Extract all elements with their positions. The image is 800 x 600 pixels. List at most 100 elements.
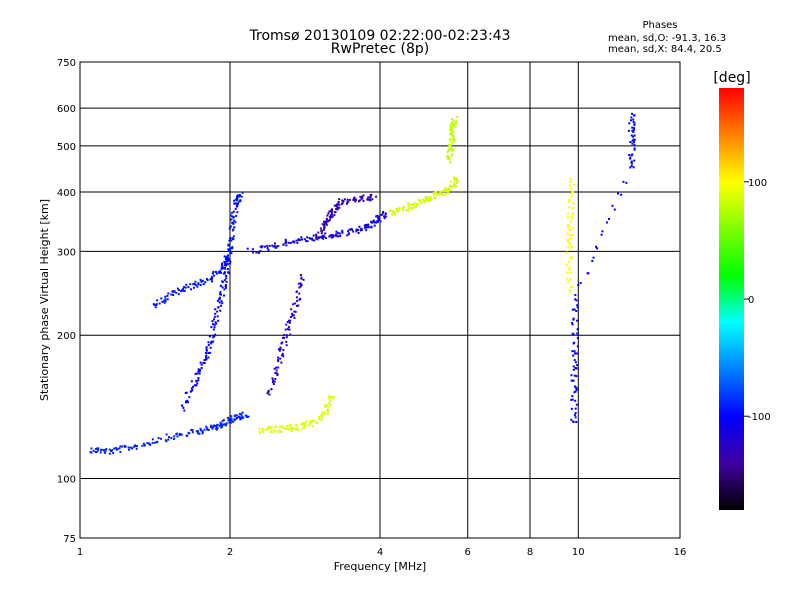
data-point bbox=[280, 354, 283, 357]
data-point bbox=[238, 195, 241, 198]
data-point bbox=[378, 218, 381, 221]
data-point bbox=[200, 429, 203, 432]
data-point bbox=[341, 229, 344, 232]
data-point bbox=[228, 239, 231, 242]
data-point bbox=[571, 190, 574, 193]
data-point bbox=[212, 424, 215, 427]
data-point bbox=[135, 447, 138, 450]
data-point bbox=[339, 234, 342, 237]
data-point bbox=[211, 427, 214, 430]
data-point bbox=[112, 451, 115, 454]
data-point bbox=[268, 393, 271, 396]
data-point bbox=[224, 256, 227, 259]
data-point bbox=[259, 245, 262, 248]
data-point bbox=[131, 447, 134, 450]
data-point bbox=[95, 451, 98, 454]
data-point bbox=[630, 160, 633, 163]
data-point bbox=[165, 440, 168, 443]
data-point bbox=[358, 200, 361, 203]
data-point bbox=[294, 310, 297, 313]
data-point bbox=[207, 356, 210, 359]
data-point bbox=[574, 361, 577, 364]
data-point bbox=[240, 413, 243, 416]
data-point bbox=[574, 294, 577, 297]
data-point bbox=[261, 427, 264, 430]
data-point bbox=[595, 245, 598, 248]
data-point bbox=[218, 298, 221, 301]
data-point bbox=[205, 351, 208, 354]
data-point bbox=[568, 184, 571, 187]
data-point bbox=[570, 418, 573, 421]
data-point bbox=[269, 426, 272, 429]
data-point bbox=[285, 340, 288, 343]
data-point bbox=[413, 206, 416, 209]
data-point bbox=[299, 298, 302, 301]
data-point bbox=[347, 230, 350, 233]
data-point bbox=[328, 396, 331, 399]
data-point bbox=[284, 427, 287, 430]
data-point bbox=[366, 198, 369, 201]
data-point bbox=[291, 312, 294, 315]
data-point bbox=[200, 363, 203, 366]
data-point bbox=[375, 215, 378, 218]
data-point bbox=[221, 420, 224, 423]
data-point bbox=[369, 195, 372, 198]
data-point bbox=[298, 286, 301, 289]
data-point bbox=[567, 223, 570, 226]
data-point bbox=[196, 432, 199, 435]
data-point bbox=[439, 190, 442, 193]
data-point bbox=[231, 246, 234, 249]
data-point bbox=[190, 387, 193, 390]
data-point bbox=[454, 120, 457, 123]
data-point bbox=[315, 235, 318, 238]
data-points bbox=[89, 112, 636, 455]
data-point bbox=[325, 409, 328, 412]
data-point bbox=[322, 237, 325, 240]
data-point bbox=[192, 283, 195, 286]
data-point bbox=[574, 298, 577, 301]
data-point bbox=[217, 306, 220, 309]
data-point bbox=[225, 264, 228, 267]
data-point bbox=[227, 271, 230, 274]
data-point bbox=[220, 268, 223, 271]
data-point bbox=[273, 367, 276, 370]
data-point bbox=[573, 350, 576, 353]
data-point bbox=[333, 214, 336, 217]
data-point bbox=[572, 226, 575, 229]
data-point bbox=[212, 328, 215, 331]
data-point bbox=[566, 280, 569, 283]
phase-stats-title: Phases bbox=[642, 20, 677, 31]
data-point bbox=[330, 395, 333, 398]
data-point bbox=[449, 161, 452, 164]
y-tick-label: 750 bbox=[57, 58, 76, 69]
data-point bbox=[226, 263, 229, 266]
data-point bbox=[574, 390, 577, 393]
data-point bbox=[402, 205, 405, 208]
data-point bbox=[320, 415, 323, 418]
data-point bbox=[104, 450, 107, 453]
data-point bbox=[447, 189, 450, 192]
data-point bbox=[450, 128, 453, 131]
data-point bbox=[200, 280, 203, 283]
data-point bbox=[338, 206, 341, 209]
data-point bbox=[454, 185, 457, 188]
data-point bbox=[389, 209, 392, 212]
data-point bbox=[371, 221, 374, 224]
data-point bbox=[241, 191, 244, 194]
data-point bbox=[160, 297, 163, 300]
data-point bbox=[190, 380, 193, 383]
data-point bbox=[289, 423, 292, 426]
data-point bbox=[360, 227, 363, 230]
data-point bbox=[277, 359, 280, 362]
data-point bbox=[232, 235, 235, 238]
data-point bbox=[332, 397, 335, 400]
data-point bbox=[347, 200, 350, 203]
data-point bbox=[219, 291, 222, 294]
data-point bbox=[450, 134, 453, 137]
data-point bbox=[196, 430, 199, 433]
data-point bbox=[450, 127, 453, 130]
data-point bbox=[285, 323, 288, 326]
data-point bbox=[191, 389, 194, 392]
data-point bbox=[209, 346, 212, 349]
data-point bbox=[182, 406, 185, 409]
